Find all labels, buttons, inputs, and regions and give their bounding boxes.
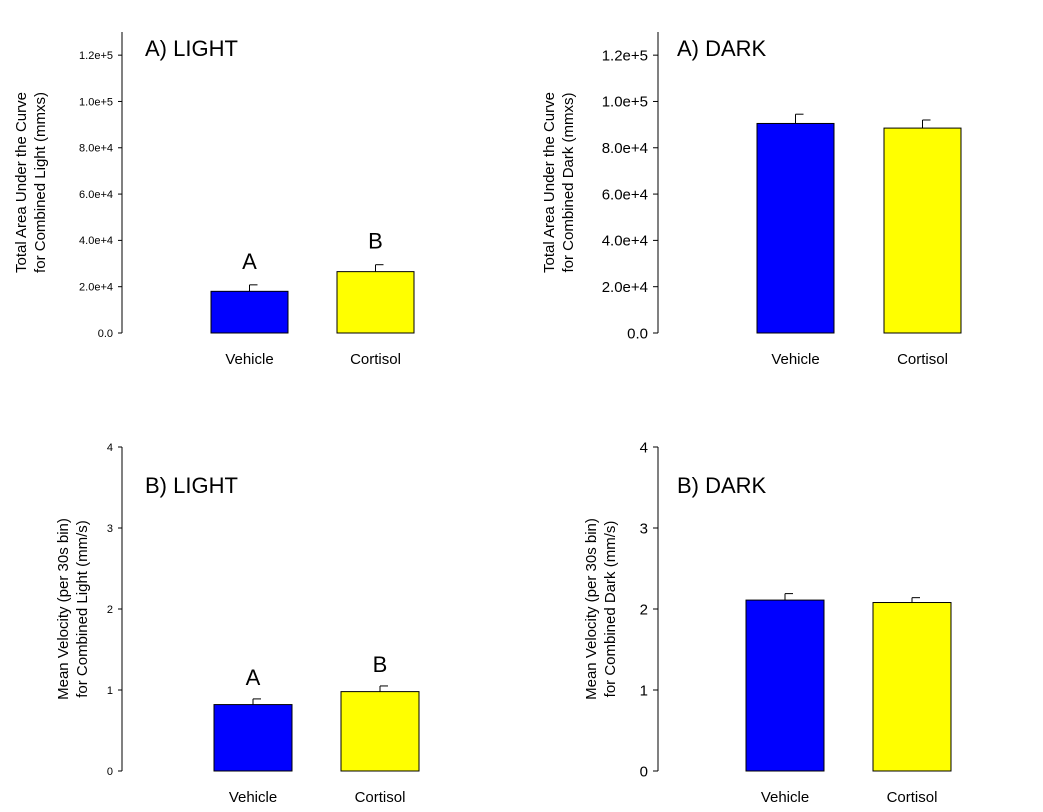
- y-tick-label: 1.2e+5: [79, 50, 113, 62]
- x-category-label-vehicle: Vehicle: [225, 351, 273, 368]
- x-category-label-cortisol: Cortisol: [897, 351, 948, 368]
- y-axis-label-line: for Combined Dark (mmxs): [560, 92, 577, 272]
- x-category-label-vehicle: Vehicle: [229, 789, 277, 806]
- y-tick-label: 2: [640, 601, 648, 618]
- panel-title: B) LIGHT: [145, 473, 238, 498]
- bar-vehicle: [213, 704, 293, 772]
- y-tick-label: 1: [107, 685, 113, 697]
- y-axis-label: Total Area Under the Curve for Combined D…: [541, 92, 577, 273]
- y-tick-label: 3: [107, 523, 113, 535]
- bar-vehicle: [756, 122, 835, 334]
- chart-panel-b-light: 0 1 2 3 4 Mean Velocity (per 30s bin) for Comb…: [55, 442, 420, 806]
- significance-label-vehicle: A: [242, 249, 257, 274]
- chart-panel-a-dark: 0.0 2.0e+4 4.0e+4 6.0e+4 8.0e+4 1.0e+5 1.2e+5 T…: [541, 32, 962, 368]
- y-tick-label: 1.2e+5: [602, 47, 648, 64]
- y-tick-label: 2.0e+4: [602, 279, 648, 296]
- y-axis-label-line: for Combined Dark (mm/s): [602, 521, 619, 698]
- y-axis-label-line: for Combined Light (mm/s): [74, 520, 91, 698]
- chart-panel-a-light: 0.0 2.0e+4 4.0e+4 6.0e+4 8.0e+4 1.0e+5 1.2e+5 T…: [13, 32, 415, 368]
- y-tick-label: 4: [107, 442, 113, 454]
- panel-title: A) DARK: [677, 36, 767, 61]
- y-axis-label-line: Total Area Under the Curve: [13, 92, 30, 273]
- y-tick-label: 1.0e+5: [602, 94, 648, 111]
- x-category-label-cortisol: Cortisol: [887, 789, 938, 806]
- bar-cortisol: [340, 691, 420, 772]
- y-tick-label: 2: [107, 604, 113, 616]
- significance-label-cortisol: B: [373, 652, 388, 677]
- y-tick-label: 1: [640, 682, 648, 699]
- y-tick-label: 8.0e+4: [602, 140, 648, 157]
- y-axis-label-line: for Combined Light (mmxs): [32, 92, 49, 273]
- chart-panel-b-dark: 0 1 2 3 4 Mean Velocity (per 30s bin) for Comb…: [583, 439, 952, 806]
- bar-cortisol: [336, 271, 415, 334]
- y-tick-label: 0: [640, 763, 648, 780]
- y-tick-label: 1.0e+5: [79, 96, 113, 108]
- bar-vehicle: [745, 599, 825, 772]
- significance-label-cortisol: B: [368, 229, 383, 254]
- y-axis-label: Mean Velocity (per 30s bin) for Combined …: [583, 518, 619, 700]
- panel-title: A) LIGHT: [145, 36, 238, 61]
- y-tick-label: 0.0: [98, 328, 113, 340]
- y-tick-label: 2.0e+4: [79, 282, 113, 294]
- x-category-label-vehicle: Vehicle: [771, 351, 819, 368]
- y-axis-label-line: Mean Velocity (per 30s bin): [55, 518, 72, 700]
- significance-label-vehicle: A: [246, 665, 261, 690]
- y-tick-label: 4.0e+4: [79, 235, 113, 247]
- bar-cortisol: [883, 127, 962, 334]
- panel-title: B) DARK: [677, 473, 767, 498]
- y-axis-label: Total Area Under the Curve for Combined L…: [13, 92, 49, 273]
- y-tick-label: 4.0e+4: [602, 233, 648, 250]
- x-category-label-cortisol: Cortisol: [355, 789, 406, 806]
- y-axis-label-line: Total Area Under the Curve: [541, 92, 558, 273]
- y-axis-label: Mean Velocity (per 30s bin) for Combined …: [55, 518, 91, 700]
- y-tick-label: 0.0: [627, 325, 648, 342]
- bar-cortisol: [872, 602, 952, 772]
- bar-vehicle: [210, 290, 289, 334]
- y-tick-label: 6.0e+4: [79, 189, 113, 201]
- y-tick-label: 0: [107, 766, 113, 778]
- y-tick-label: 6.0e+4: [602, 186, 648, 203]
- y-tick-label: 3: [640, 520, 648, 537]
- y-tick-label: 8.0e+4: [79, 143, 113, 155]
- x-category-label-vehicle: Vehicle: [761, 789, 809, 806]
- y-tick-label: 4: [640, 439, 648, 456]
- y-axis-label-line: Mean Velocity (per 30s bin): [583, 518, 600, 700]
- x-category-label-cortisol: Cortisol: [350, 351, 401, 368]
